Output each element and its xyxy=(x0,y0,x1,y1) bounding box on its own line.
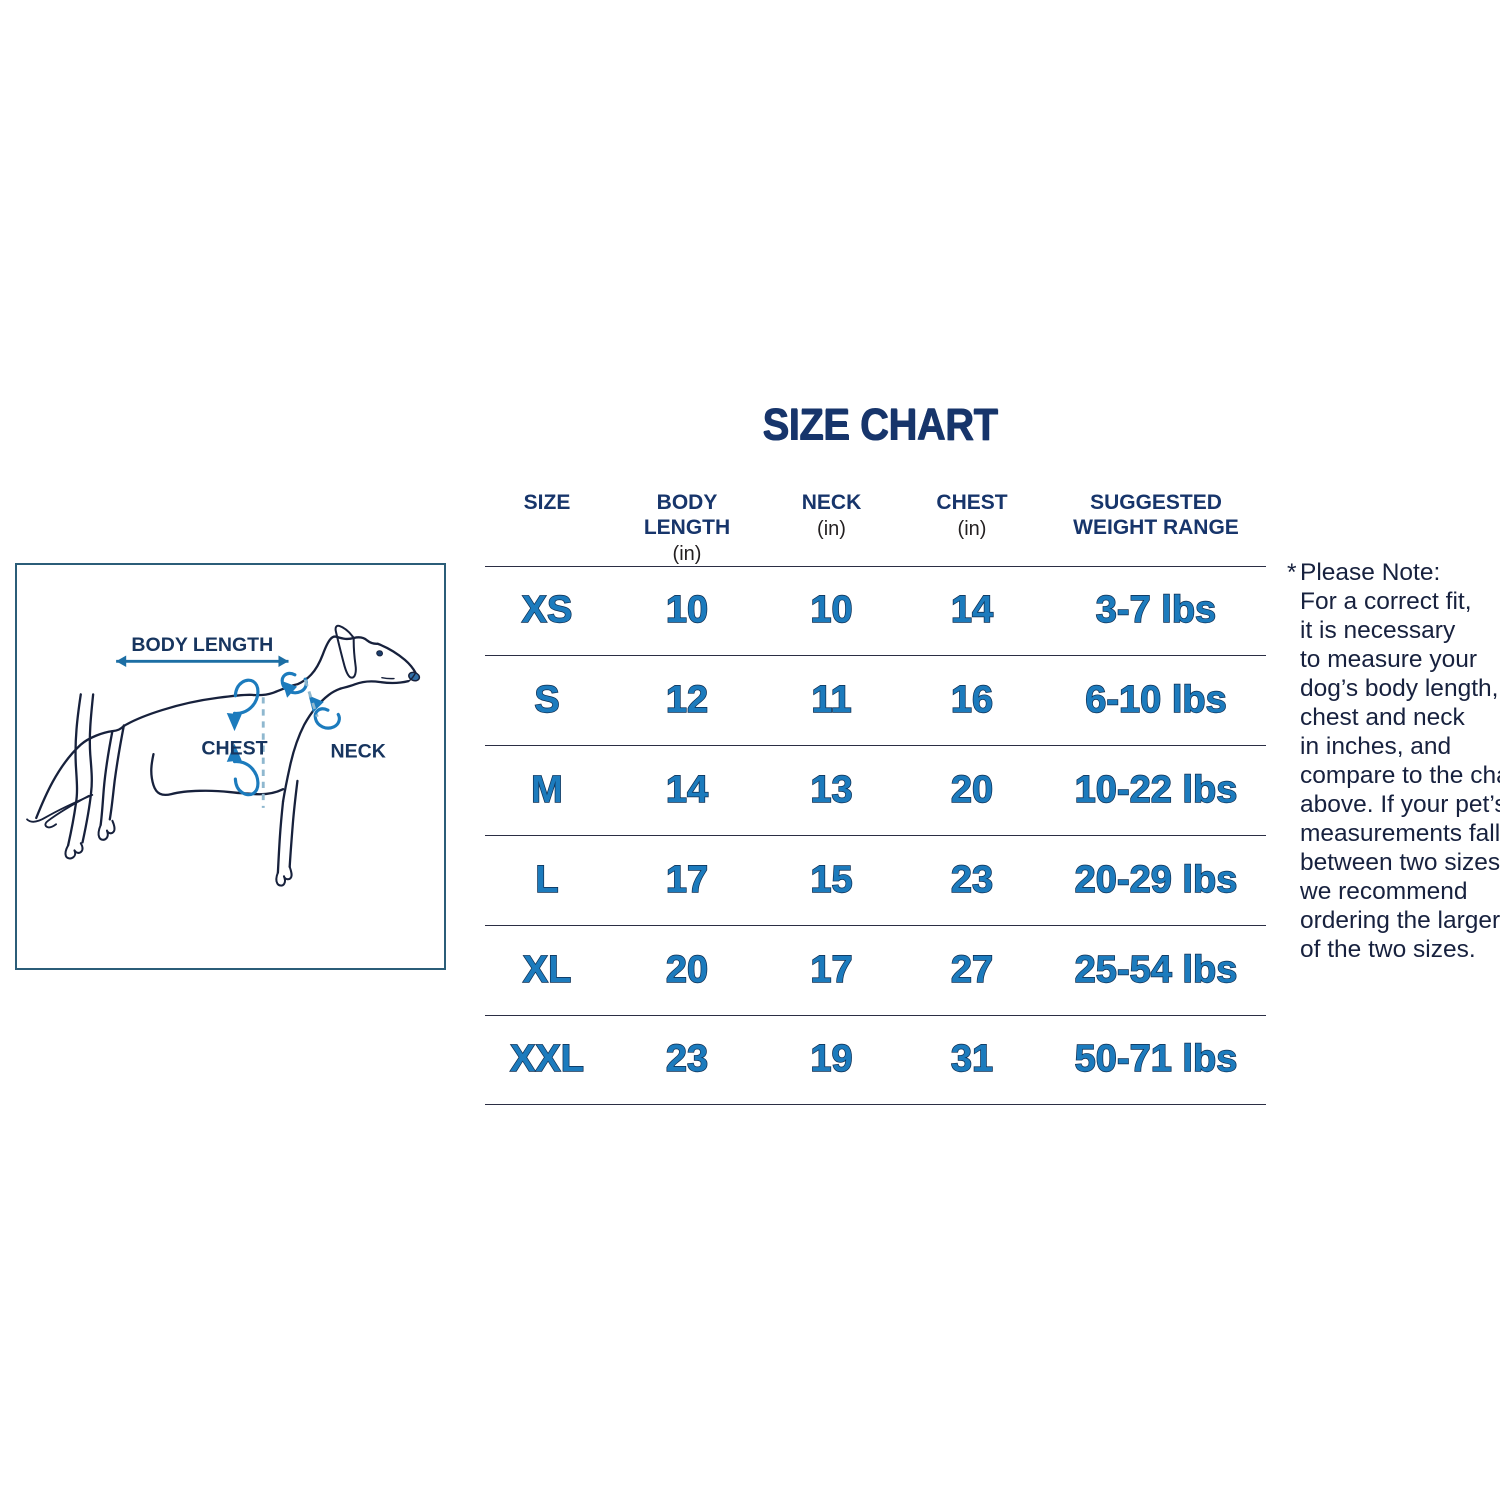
svg-text:NECK: NECK xyxy=(330,741,385,763)
svg-text:BODY LENGTH: BODY LENGTH xyxy=(131,634,273,656)
svg-text:CHEST: CHEST xyxy=(201,738,267,760)
